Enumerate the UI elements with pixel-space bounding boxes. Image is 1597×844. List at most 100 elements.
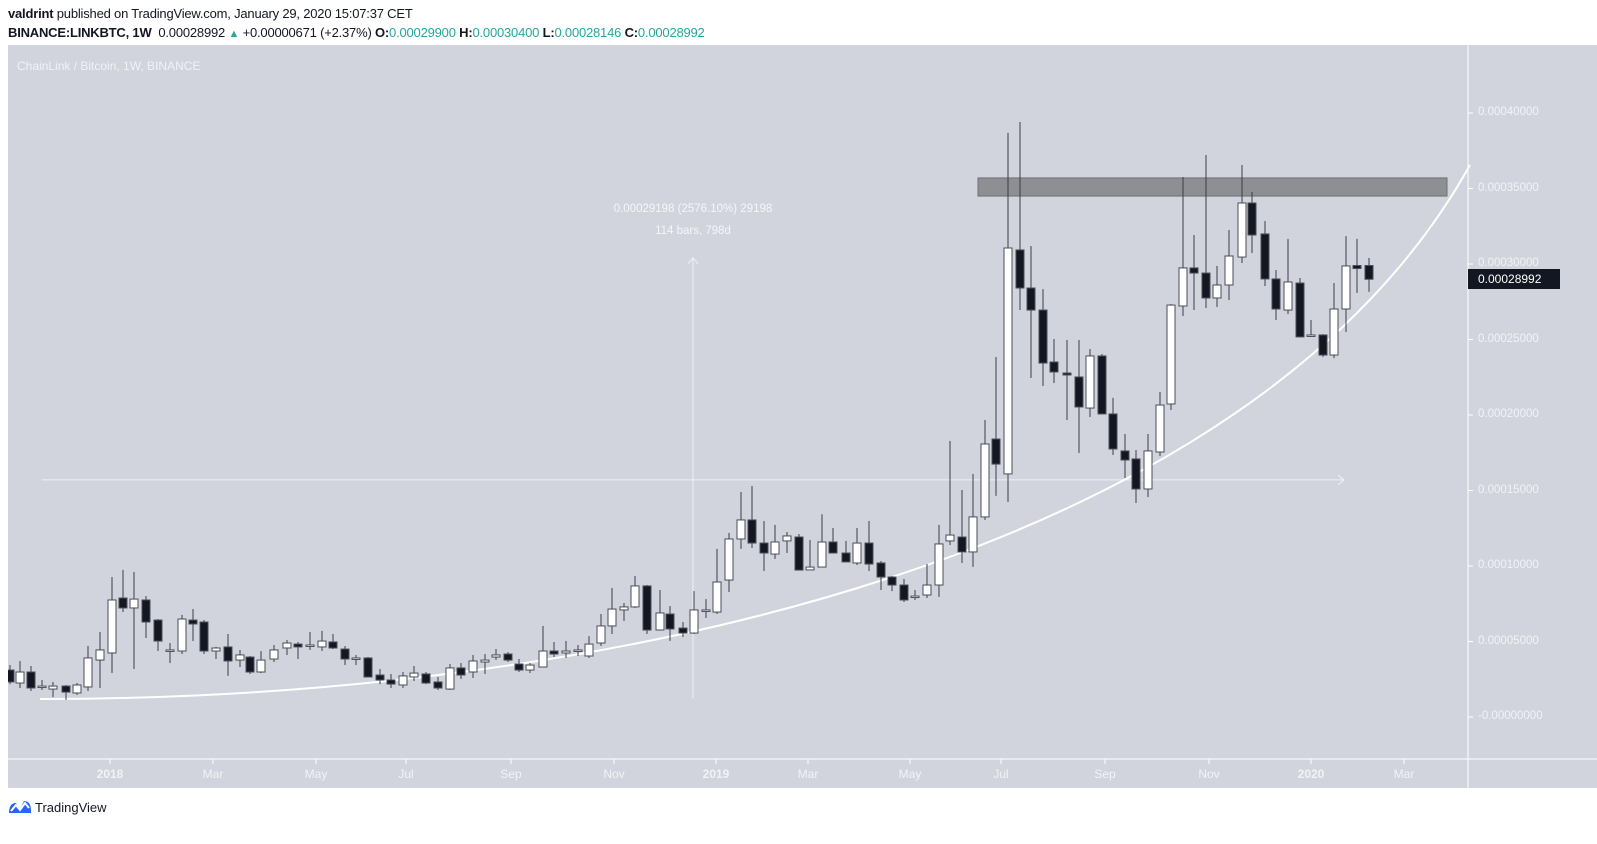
candle: [1247, 202, 1257, 236]
candle: [26, 671, 36, 689]
author-name[interactable]: valdrint: [8, 6, 54, 21]
price-axis-label: 0.00040000: [1478, 106, 1539, 118]
candle: [514, 663, 524, 671]
candle: [1155, 404, 1165, 453]
candle: [876, 562, 886, 578]
high-value: 0.00030400: [472, 25, 540, 40]
candle: [1026, 287, 1036, 311]
price-axis-label: 0.00035000: [1478, 181, 1539, 194]
open-label: O:: [375, 25, 390, 40]
candle: [549, 650, 559, 655]
candle: [48, 685, 58, 690]
candle: [1237, 202, 1247, 258]
candle: [1364, 265, 1374, 280]
candle: [317, 640, 327, 648]
candle: [1097, 355, 1107, 415]
candle: [1178, 267, 1188, 307]
candle: [828, 541, 838, 554]
last-price: 0.00028992: [158, 25, 226, 40]
candle: [968, 516, 978, 553]
candlestick-chart[interactable]: [8, 45, 1597, 788]
time-axis-label: Jul: [993, 767, 1009, 781]
candle: [1166, 304, 1176, 405]
tradingview-footer: TradingView: [8, 799, 107, 815]
measure-label-price: 0.00029198 (2576.10%) 29198: [613, 203, 773, 215]
candle: [1283, 281, 1293, 311]
candle: [1318, 334, 1328, 356]
candle: [328, 641, 338, 649]
time-axis-label: Mar: [797, 767, 819, 781]
candle: [794, 536, 804, 571]
candle: [759, 542, 769, 554]
candle: [1038, 309, 1048, 364]
candle: [596, 625, 606, 644]
time-axis-label: Jul: [398, 767, 414, 781]
candle: [1015, 249, 1025, 289]
open-value: 0.00029900: [389, 25, 456, 40]
tradingview-logo-icon: [9, 801, 31, 813]
time-axis-label: 2018: [96, 767, 124, 781]
publish-info: valdrint published on TradingView.com, J…: [8, 6, 413, 21]
candle: [1049, 361, 1059, 373]
candle: [922, 584, 932, 596]
price-axis-label: 0.00030000: [1478, 257, 1539, 269]
candle: [421, 673, 431, 684]
candle: [665, 613, 675, 630]
candle: [153, 619, 163, 642]
candle: [445, 667, 455, 690]
candle: [1271, 278, 1281, 310]
candle: [607, 608, 617, 627]
time-axis-label: May: [304, 767, 328, 781]
up-triangle-icon: ▲: [228, 28, 240, 40]
candle: [386, 679, 396, 685]
candle: [1074, 376, 1084, 408]
low-value: 0.00028146: [554, 25, 622, 40]
candle: [223, 646, 233, 662]
candle: [724, 538, 734, 581]
price-change: +0.00000671 (+2.37%): [242, 25, 372, 40]
parabolic-support-curve: [39, 164, 1471, 700]
candle: [1352, 265, 1362, 270]
candle: [1341, 265, 1351, 310]
price-axis-label: 0.00025000: [1478, 332, 1539, 345]
candle: [561, 650, 571, 654]
candle: [770, 541, 780, 555]
candle: [619, 606, 629, 611]
current-price-tag: 0.00028992: [1468, 269, 1560, 289]
tradingview-brand: TradingView: [35, 799, 107, 815]
candle: [852, 542, 862, 564]
candle: [409, 672, 419, 678]
time-axis-label: Mar: [202, 767, 224, 781]
candle: [1260, 233, 1270, 280]
published-text: published on TradingView.com, January 29…: [53, 6, 413, 21]
candle: [957, 536, 967, 553]
high-label: H:: [459, 25, 473, 40]
candle: [351, 657, 361, 660]
candle: [340, 648, 350, 660]
chart-panel[interactable]: ChainLink / Bitcoin, 1W, BINANCE 0.00029…: [8, 45, 1597, 788]
candle: [689, 609, 699, 634]
resistance-zone: [977, 177, 1448, 197]
candle: [245, 656, 255, 673]
low-label: L:: [542, 25, 555, 40]
candle: [1143, 450, 1153, 490]
candle: [83, 657, 93, 688]
candle: [129, 598, 139, 609]
time-axis-label: Mar: [1393, 767, 1415, 781]
measure-label-bars: 114 bars, 798d: [655, 225, 731, 237]
candle: [118, 597, 128, 609]
candle: [712, 581, 722, 613]
candle: [655, 612, 665, 631]
candle: [61, 685, 71, 693]
candle: [480, 659, 490, 663]
candle: [141, 599, 151, 623]
candle: [468, 660, 478, 673]
candle: [805, 566, 815, 571]
candle: [293, 643, 303, 648]
time-axis-label: Nov: [603, 767, 625, 781]
candle: [188, 619, 198, 625]
candle: [678, 627, 688, 634]
close-label: C:: [624, 25, 639, 40]
candle: [1108, 413, 1118, 450]
candle: [433, 681, 443, 689]
